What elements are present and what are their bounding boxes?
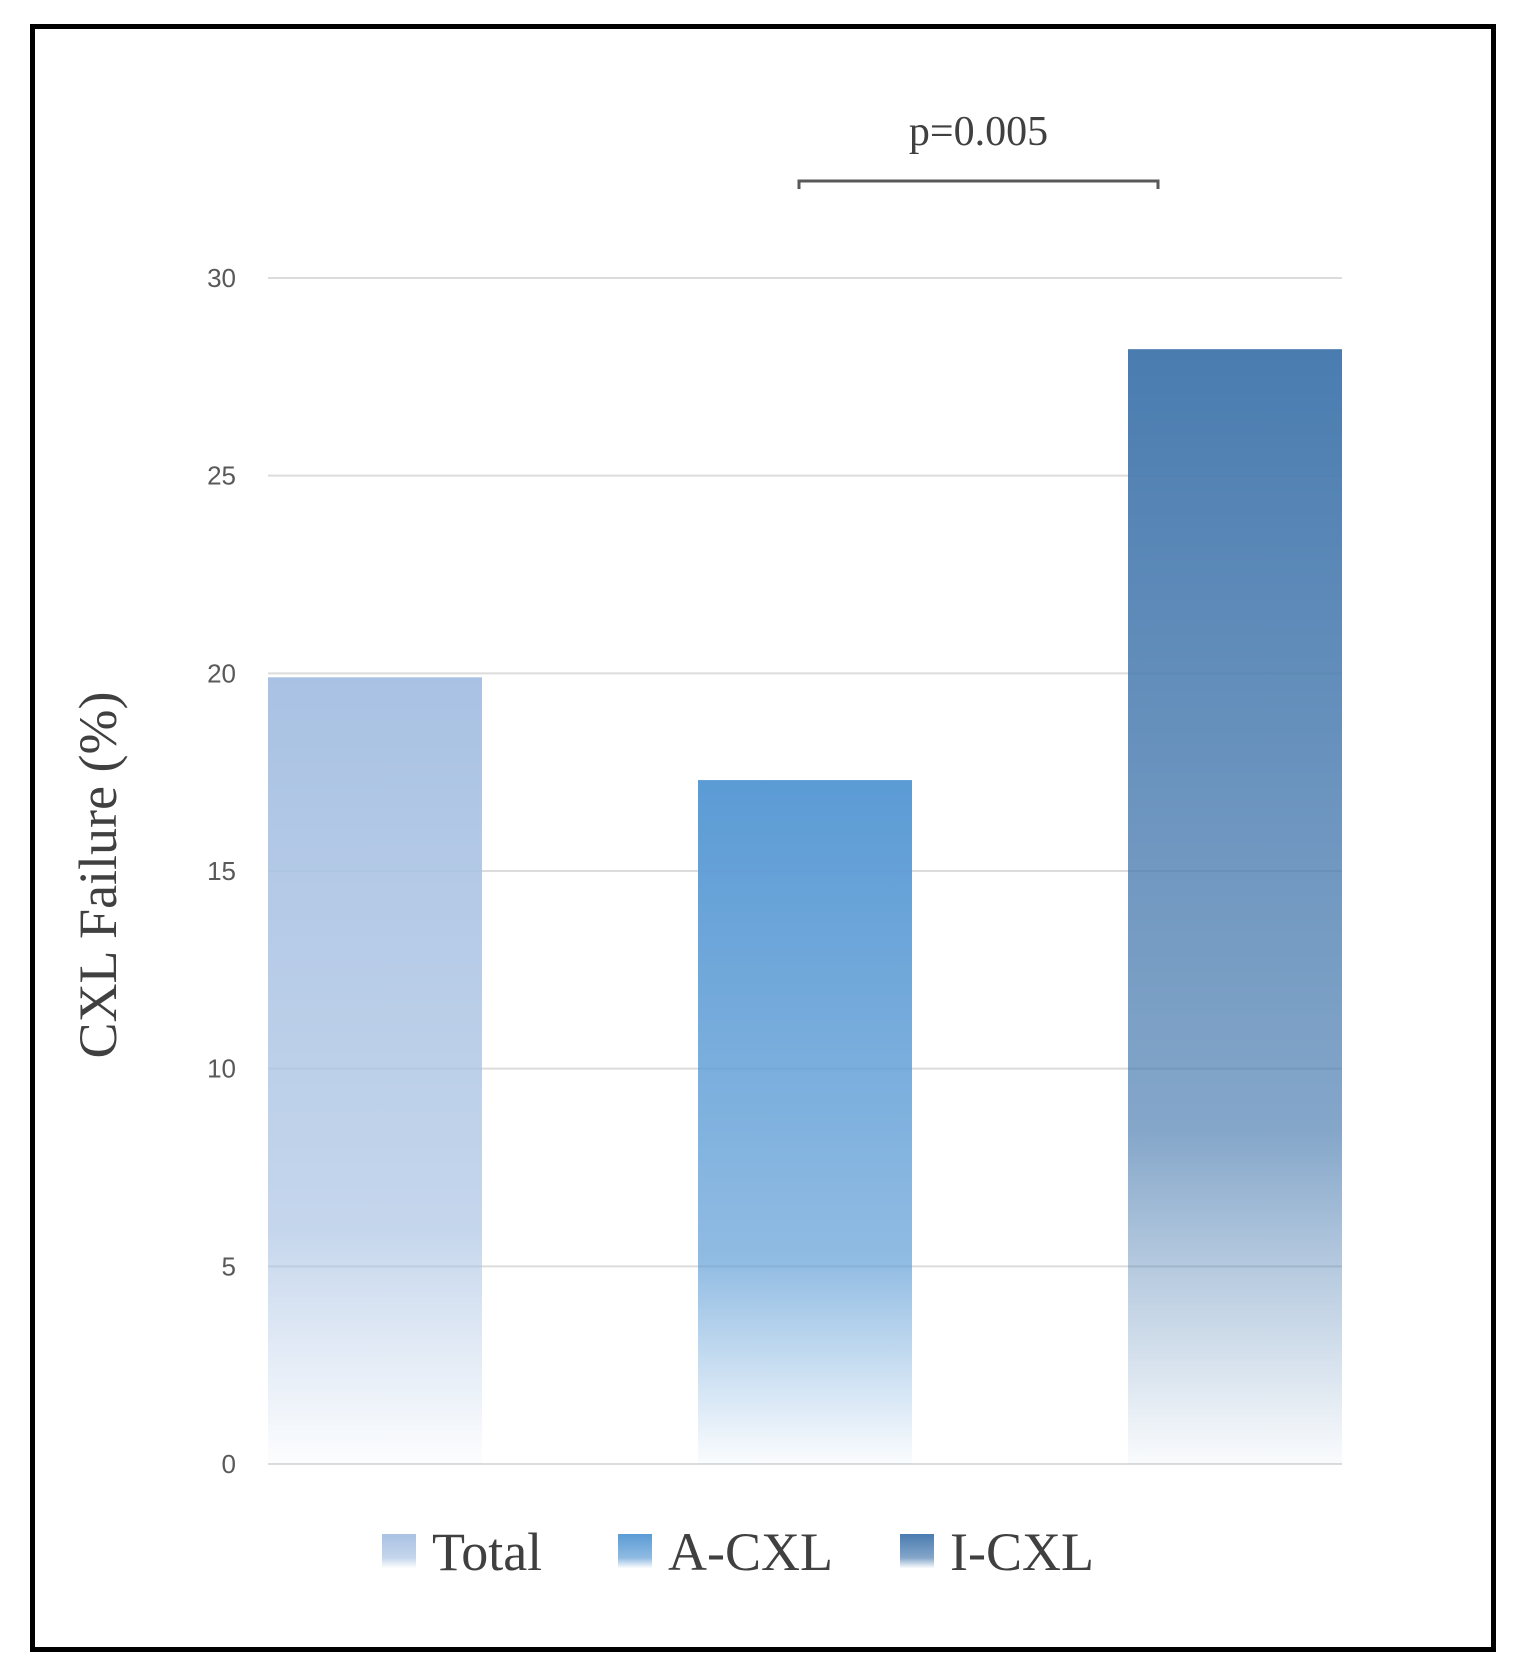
legend-swatch-a-cxl xyxy=(618,1534,652,1568)
legend-swatch-i-cxl xyxy=(900,1534,934,1568)
bar-a-cxl xyxy=(698,780,912,1464)
legend: Total A-CXL I-CXL xyxy=(382,1522,1094,1582)
y-tick-label-25: 25 xyxy=(207,461,236,491)
significance-annotation: p=0.005 xyxy=(797,109,1160,189)
bars xyxy=(268,349,1342,1464)
y-axis-ticks: 0 5 10 15 20 25 30 xyxy=(207,263,236,1479)
legend-swatch-total xyxy=(382,1534,416,1568)
y-tick-label-20: 20 xyxy=(207,658,236,688)
y-tick-label-10: 10 xyxy=(207,1054,236,1084)
y-axis-label: CXL Failure (%) xyxy=(68,692,128,1059)
y-tick-label-5: 5 xyxy=(222,1251,236,1281)
significance-bracket xyxy=(797,179,1160,189)
legend-label-a-cxl: A-CXL xyxy=(668,1522,833,1582)
legend-label-i-cxl: I-CXL xyxy=(950,1522,1094,1582)
y-tick-label-30: 30 xyxy=(207,263,236,293)
bar-total xyxy=(268,677,482,1464)
y-tick-label-15: 15 xyxy=(207,856,236,886)
bar-i-cxl xyxy=(1128,349,1342,1464)
y-tick-label-0: 0 xyxy=(222,1449,236,1479)
legend-label-total: Total xyxy=(432,1522,542,1582)
p-value-label: p=0.005 xyxy=(909,109,1048,155)
